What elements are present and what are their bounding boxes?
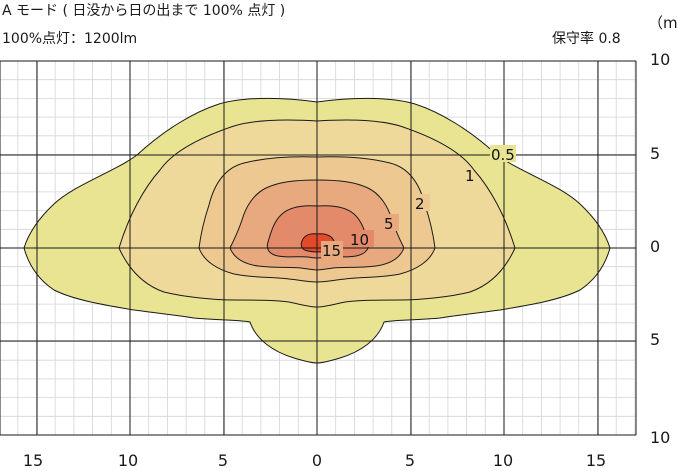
maintenance-factor-text: 保守率 0.8: [552, 31, 621, 47]
x-tick-label: 15: [22, 451, 44, 470]
x-tick-label: 5: [404, 451, 416, 470]
x-tick-label: 5: [217, 451, 229, 470]
x-tick-label: 0: [311, 451, 323, 470]
x-tick-label: 10: [117, 451, 139, 470]
contour-label-5: 5: [384, 215, 394, 233]
x-tick-label: 10: [492, 451, 514, 470]
y-tick-label: 10: [650, 428, 671, 447]
major-grid: [0, 60, 637, 436]
y-tick-label: 10: [650, 50, 671, 69]
lumen-output-text: 100%点灯：1200lm: [2, 31, 138, 47]
diagram-title: A モード ( 日没から日の出まで 100% 点灯 ): [2, 3, 286, 19]
contour-labels: 0.5 1 2 5 10 15: [321, 145, 516, 260]
contour-label-2: 2: [415, 195, 425, 213]
contour-label-1: 1: [465, 167, 475, 185]
y-tick-label: 5: [650, 144, 661, 163]
contour-label-10: 10: [350, 231, 369, 249]
x-tick-label: 15: [585, 451, 607, 470]
y-tick-label: 0: [650, 237, 661, 256]
contour-label-0.5: 0.5: [491, 146, 515, 164]
unit-label: （m）: [648, 14, 677, 32]
y-tick-label: 5: [650, 330, 661, 349]
contour-label-15: 15: [322, 242, 341, 260]
